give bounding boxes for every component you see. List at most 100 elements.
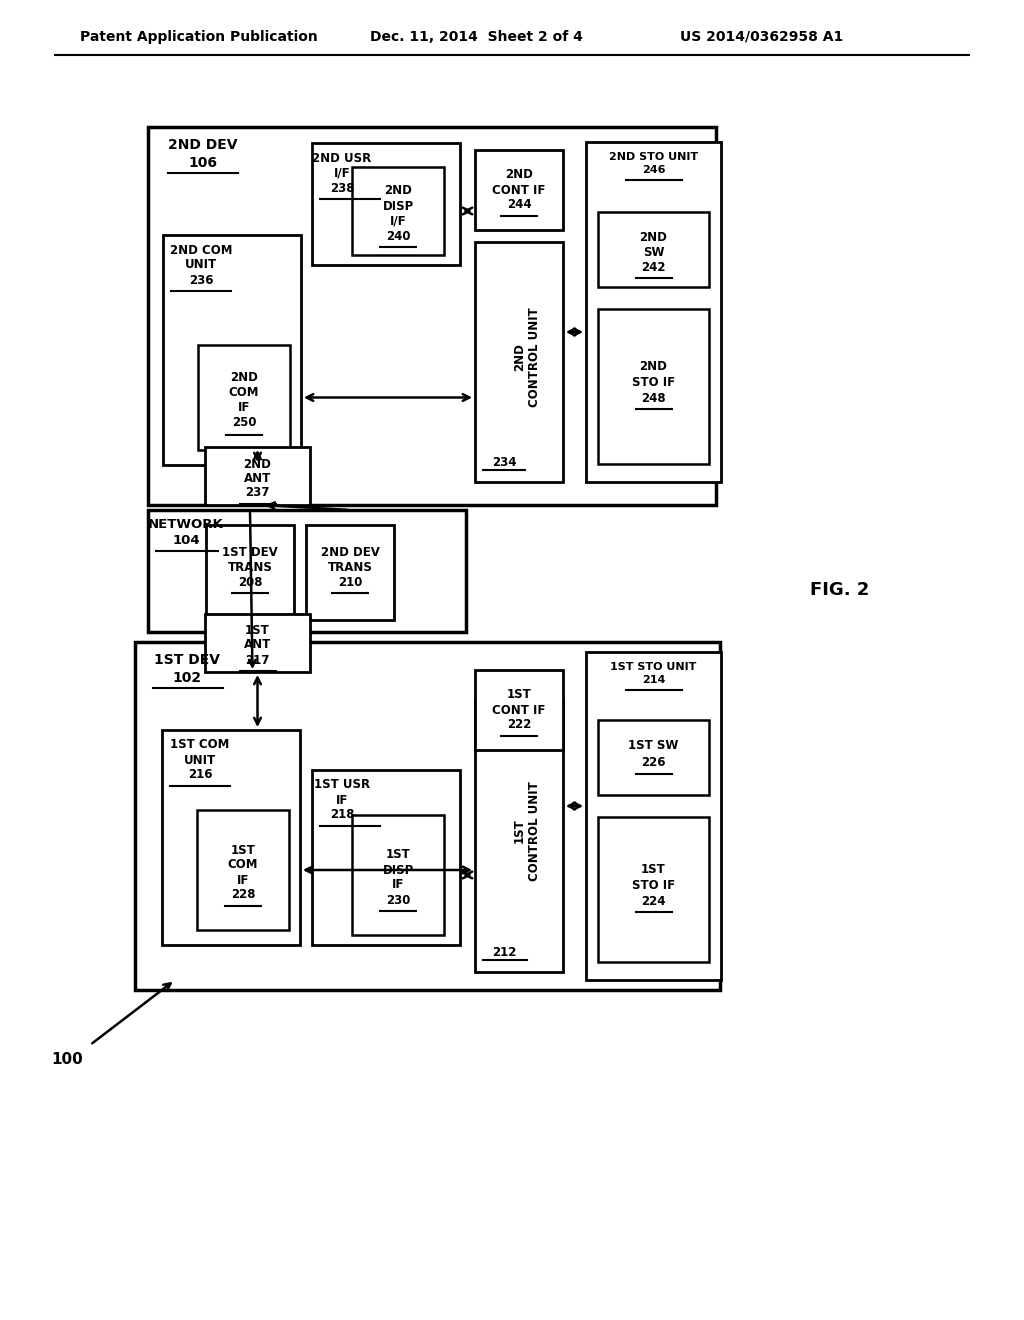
Text: 104: 104	[172, 535, 200, 548]
Bar	[205, 447, 310, 506]
Text: ANT: ANT	[244, 471, 271, 484]
Bar	[148, 510, 466, 632]
Text: 208: 208	[238, 576, 262, 589]
Text: 217: 217	[246, 653, 269, 667]
Text: ANT: ANT	[244, 639, 271, 652]
Text: STO IF: STO IF	[632, 879, 675, 892]
Text: 1ST DEV: 1ST DEV	[222, 546, 278, 558]
Text: IF: IF	[392, 879, 404, 891]
Text: UNIT: UNIT	[184, 754, 216, 767]
Text: 237: 237	[246, 487, 269, 499]
Text: 244: 244	[507, 198, 531, 211]
Text: 1ST
CONTROL UNIT: 1ST CONTROL UNIT	[513, 781, 541, 880]
Bar	[163, 235, 301, 465]
Text: CONT IF: CONT IF	[493, 704, 546, 717]
Text: 236: 236	[188, 273, 213, 286]
Text: 242: 242	[641, 261, 666, 275]
Text: 2ND COM: 2ND COM	[170, 243, 232, 256]
Text: 1ST: 1ST	[230, 843, 255, 857]
Text: 106: 106	[188, 156, 217, 170]
Bar	[598, 309, 709, 465]
Text: FIG. 2: FIG. 2	[810, 581, 869, 599]
Bar	[586, 652, 721, 979]
Text: 1ST COM: 1ST COM	[170, 738, 229, 751]
Text: NETWORK: NETWORK	[148, 519, 224, 532]
Text: 250: 250	[231, 416, 256, 429]
Text: IF: IF	[336, 793, 348, 807]
Text: 214: 214	[642, 675, 666, 685]
Text: 230: 230	[386, 894, 411, 907]
Text: STO IF: STO IF	[632, 376, 675, 389]
Text: 1ST: 1ST	[386, 849, 411, 862]
Bar	[598, 817, 709, 962]
Bar	[475, 671, 563, 750]
Bar	[475, 700, 563, 972]
Text: 2ND: 2ND	[230, 371, 258, 384]
Text: 2ND: 2ND	[384, 185, 412, 198]
Text: 102: 102	[172, 671, 202, 685]
Text: 222: 222	[507, 718, 531, 731]
Text: 224: 224	[641, 895, 666, 908]
Text: 226: 226	[641, 756, 666, 770]
Bar	[135, 642, 720, 990]
Bar	[598, 719, 709, 795]
Text: 1ST SW: 1ST SW	[629, 739, 679, 752]
Bar	[312, 770, 460, 945]
Text: 2ND DEV: 2ND DEV	[321, 546, 380, 558]
Text: 2ND: 2ND	[505, 169, 532, 181]
Text: COM: COM	[228, 385, 259, 399]
Bar	[205, 614, 310, 672]
Text: 216: 216	[187, 768, 212, 781]
Text: SW: SW	[643, 246, 665, 259]
Text: COM: COM	[227, 858, 258, 871]
Bar	[162, 730, 300, 945]
Bar	[475, 150, 563, 230]
Text: 2ND
CONTROL UNIT: 2ND CONTROL UNIT	[513, 308, 541, 407]
Bar	[198, 345, 290, 450]
Text: DISP: DISP	[382, 863, 414, 876]
Bar	[352, 168, 444, 255]
Text: CONT IF: CONT IF	[493, 183, 546, 197]
Text: TRANS: TRANS	[328, 561, 373, 574]
Text: 2ND: 2ND	[244, 458, 271, 470]
Text: 228: 228	[230, 888, 255, 902]
Text: IF: IF	[238, 401, 250, 414]
Text: 2ND: 2ND	[640, 231, 668, 244]
Text: 1ST: 1ST	[507, 689, 531, 701]
Text: 2ND: 2ND	[640, 360, 668, 374]
Text: 2ND DEV: 2ND DEV	[168, 139, 238, 152]
Text: 1ST STO UNIT: 1ST STO UNIT	[610, 663, 696, 672]
Text: 1ST: 1ST	[641, 863, 666, 876]
Bar	[352, 814, 444, 935]
Bar	[586, 143, 721, 482]
Bar	[206, 525, 294, 620]
Text: Patent Application Publication: Patent Application Publication	[80, 30, 317, 44]
Text: US 2014/0362958 A1: US 2014/0362958 A1	[680, 30, 843, 44]
Text: 2ND USR: 2ND USR	[312, 152, 372, 165]
Text: 240: 240	[386, 230, 411, 243]
Text: 238: 238	[330, 181, 354, 194]
Text: UNIT: UNIT	[185, 259, 217, 272]
Text: 234: 234	[492, 455, 516, 469]
Bar	[475, 242, 563, 482]
Bar	[148, 127, 716, 506]
Text: 218: 218	[330, 808, 354, 821]
Text: 212: 212	[492, 945, 516, 958]
Bar	[598, 213, 709, 286]
Text: 2ND STO UNIT: 2ND STO UNIT	[609, 152, 698, 162]
Text: 246: 246	[642, 165, 666, 176]
Bar	[306, 525, 394, 620]
Text: 1ST USR: 1ST USR	[314, 779, 370, 792]
Text: I/F: I/F	[334, 166, 350, 180]
Text: IF: IF	[237, 874, 249, 887]
Text: TRANS: TRANS	[227, 561, 272, 574]
Text: Dec. 11, 2014  Sheet 2 of 4: Dec. 11, 2014 Sheet 2 of 4	[370, 30, 583, 44]
Text: 210: 210	[338, 576, 362, 589]
Bar	[312, 143, 460, 265]
Text: 248: 248	[641, 392, 666, 405]
Text: 1ST: 1ST	[245, 624, 270, 638]
Text: 100: 100	[51, 1052, 83, 1068]
Bar	[197, 810, 289, 931]
Text: DISP: DISP	[382, 199, 414, 213]
Text: 1ST DEV: 1ST DEV	[154, 653, 220, 667]
